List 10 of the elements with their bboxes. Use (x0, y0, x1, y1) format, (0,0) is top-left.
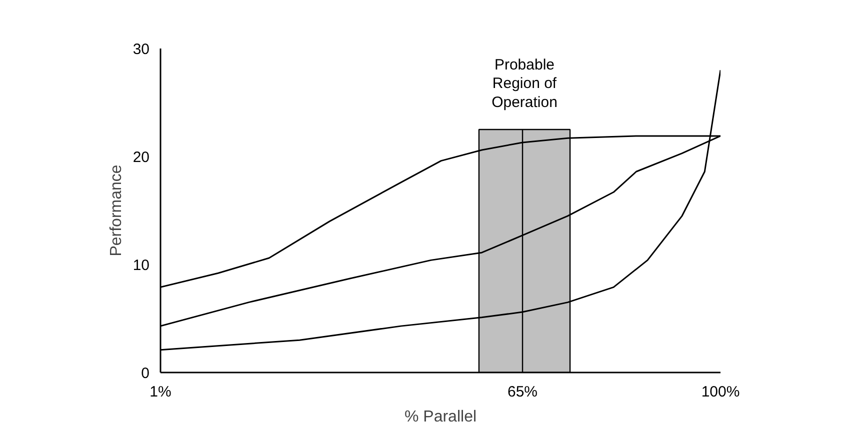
x-tick-label: 100% (701, 384, 740, 400)
x-tick-label: 65% (508, 384, 538, 400)
band-label: Probable Region of Operation (492, 56, 558, 111)
y-axis-title: Performance (108, 164, 125, 256)
y-tick-label: 10 (132, 257, 150, 274)
x-axis-title: % Parallel (404, 408, 477, 426)
x-tick-label: 1% (150, 384, 172, 400)
y-tick-label: 30 (132, 41, 150, 58)
y-tick-label: 20 (132, 149, 150, 166)
y-tick-label: 0 (141, 365, 150, 382)
